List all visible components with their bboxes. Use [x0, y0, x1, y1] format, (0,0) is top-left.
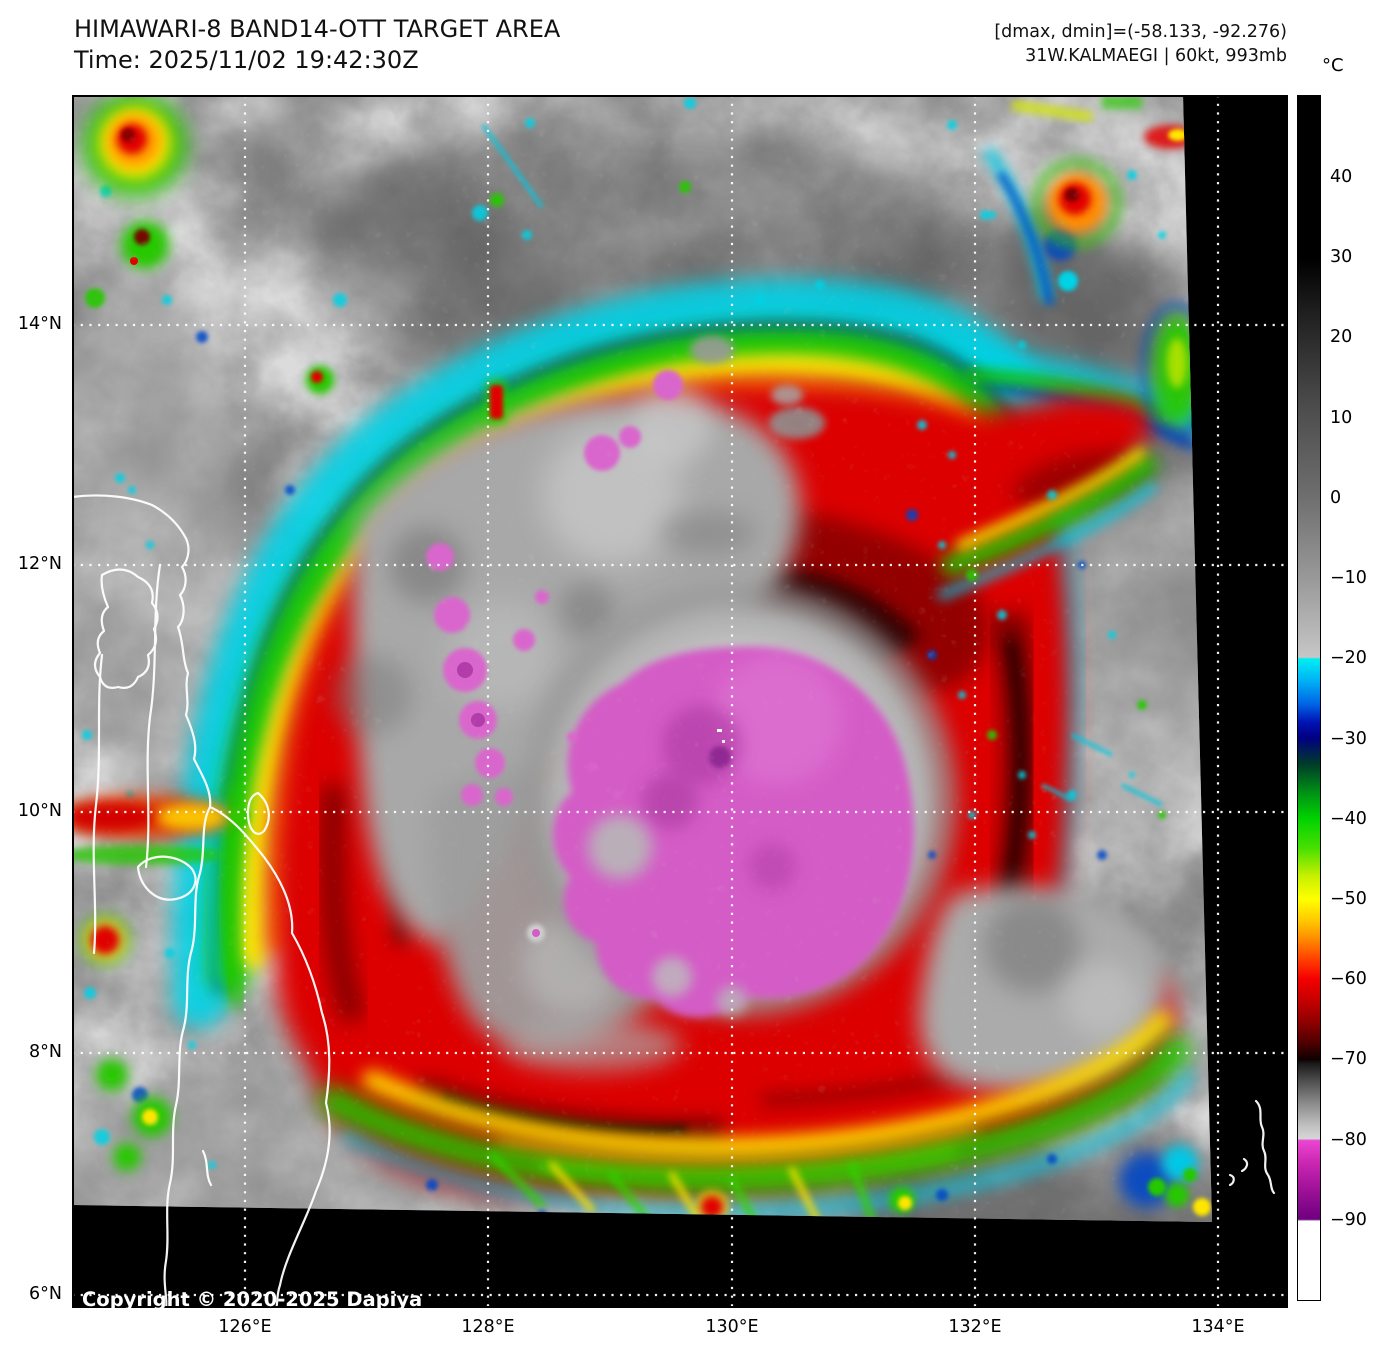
coastline-leyte [93, 568, 159, 689]
coastline-mindanao-inner [201, 1149, 213, 1187]
coastline-negros [92, 653, 104, 955]
colorbar-tick-m90: −90 [1330, 1210, 1367, 1230]
coastline-dinagat [246, 791, 270, 835]
page-title: HIMAWARI-8 BAND14-OTT TARGET AREA Time: … [74, 14, 560, 76]
y-axis-tick-10n: 10°N [17, 801, 62, 821]
colorbar-tick-m80: −80 [1330, 1130, 1367, 1150]
copyright-text: Copyright © 2020-2025 Dapiya [82, 1288, 422, 1308]
texture-grain [72, 95, 1212, 1222]
colorbar-tick-30: 30 [1330, 247, 1353, 267]
coastline-samar [72, 494, 212, 809]
colorbar-gradient [1297, 95, 1321, 1301]
colorbar-tick-m70: −70 [1330, 1049, 1367, 1069]
colorbar-tick-40: 40 [1330, 167, 1353, 187]
colorbar-tick-m60: −60 [1330, 969, 1367, 989]
title-line: HIMAWARI-8 BAND14-OTT TARGET AREA [74, 15, 561, 43]
x-axis-tick-128e: 128°E [461, 1317, 515, 1337]
storm-info: 31W.KALMAEGI | 60kt, 993mb [1025, 46, 1287, 66]
colorbar-unit: °C [1322, 55, 1344, 76]
graticule [72, 95, 1288, 1308]
plot-frame [72, 95, 1288, 1308]
x-axis-tick-134e: 134°E [1191, 1317, 1245, 1337]
y-axis-tick-8n: 8°N [29, 1042, 62, 1062]
coastline-mindanao-east [208, 805, 331, 1308]
colorbar-tick-m10: −10 [1330, 568, 1367, 588]
colorbar-tick-20: 20 [1330, 327, 1353, 347]
colorbar-tick-10: 10 [1330, 408, 1353, 428]
cloud-imagery [72, 95, 1212, 1222]
range-info: [dmax, dmin]=(-58.133, -92.276) [994, 22, 1287, 42]
coastline-palau-islets [1228, 1157, 1249, 1187]
colorbar-tick-m20: −20 [1330, 648, 1367, 668]
y-axis-tick-6n: 6°N [29, 1284, 62, 1304]
x-axis-tick-132e: 132°E [948, 1317, 1002, 1337]
colorbar-tick-m30: −30 [1330, 729, 1367, 749]
y-axis-tick-14n: 14°N [17, 314, 62, 334]
satellite-map: Copyright © 2020-2025 Dapiya [72, 95, 1288, 1308]
x-axis-tick-126e: 126°E [218, 1317, 272, 1337]
coastline-palau [1254, 1099, 1276, 1195]
x-axis-tick-130e: 130°E [705, 1317, 759, 1337]
coastline-bohol [136, 855, 197, 901]
y-axis-tick-12n: 12°N [17, 554, 62, 574]
coastline-cebu [144, 563, 162, 869]
header-right: [dmax, dmin]=(-58.133, -92.276) 31W.KALM… [994, 20, 1287, 68]
coastlines [72, 494, 1276, 1308]
colorbar-tick-m50: −50 [1330, 889, 1367, 909]
time-line: Time: 2025/11/02 19:42:30Z [74, 46, 419, 74]
colorbar-tick-0: 0 [1330, 488, 1342, 508]
coastline-mindanao-west [163, 805, 212, 1308]
colorbar-tick-m40: −40 [1330, 809, 1367, 829]
satellite-image: Copyright © 2020-2025 Dapiya [72, 95, 1288, 1308]
